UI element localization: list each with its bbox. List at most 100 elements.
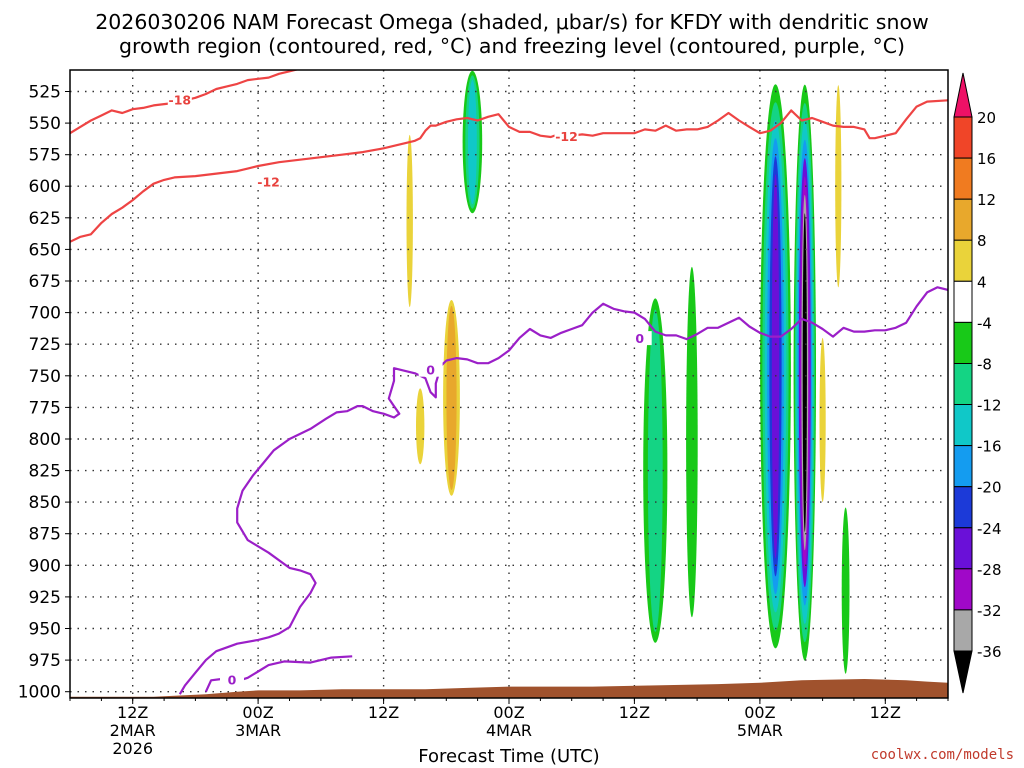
tick-label-y-950: 950 — [29, 620, 61, 640]
omega-cell-6-level-0 — [604, 70, 612, 161]
tick-label-x-1-line-1: 3MAR — [235, 721, 281, 740]
colorbar-legend: 20 16 12 8 4 -4 -8 -12 -16 -20 -24 -28 -32 -36 — [953, 72, 1002, 694]
colorbar-label--32: -32 — [977, 602, 1002, 620]
tick-label-x-1-line-0: 00Z — [242, 703, 273, 722]
omega-cell-13-level-0 — [835, 85, 842, 288]
colorbar-label--16: -16 — [977, 438, 1002, 456]
omega-cell-5-level-3 — [468, 79, 477, 205]
colorbar-label-16: 16 — [977, 150, 996, 168]
colorbar-label--12: -12 — [977, 397, 1002, 415]
colorbar-label-12: 12 — [977, 191, 996, 209]
omega-shading — [389, 70, 883, 680]
tick-label-y-900: 900 — [29, 556, 61, 576]
tick-label-x-3-line-0: 00Z — [493, 703, 524, 722]
tick-label-y-850: 850 — [29, 493, 61, 513]
ground-surface — [70, 679, 948, 698]
colorbar-label--24: -24 — [977, 520, 1002, 538]
omega-cell-14-level-1 — [841, 507, 850, 674]
contour-label-dendritic_minus12-0: -12 — [257, 175, 280, 190]
contours: -18 -12 -12 0 0 0 — [70, 70, 948, 695]
colorbar-label-4: 4 — [977, 273, 987, 291]
contour-freezing_level_0_sfc — [204, 655, 353, 693]
tick-label-x-5-line-1: 5MAR — [737, 721, 783, 740]
y-axis-ticks: 525 550 575 600 625 650 675 700 725 750 775 800 825 8… — [18, 83, 70, 703]
colorbar-segment--28 — [953, 527, 973, 570]
tick-label-y-575: 575 — [29, 146, 61, 166]
colorbar-segment--32 — [953, 568, 973, 611]
colorbar-segment-8 — [953, 198, 973, 241]
contour-label-bg — [418, 362, 443, 377]
tick-label-y-825: 825 — [29, 462, 61, 482]
contour-freezing_level_0 — [178, 286, 948, 695]
tick-label-x-0-line-2: 2026 — [112, 739, 153, 758]
omega-cell-9-level-0 — [743, 148, 752, 288]
contour-label-bg — [554, 129, 579, 143]
contour-label-dendritic_minus18-0: -18 — [169, 92, 192, 107]
colorbar-segment--16 — [953, 404, 973, 447]
tick-label-y-975: 975 — [29, 651, 61, 671]
colorbar-label--4: -4 — [977, 314, 992, 332]
tick-label-y-750: 750 — [29, 367, 61, 387]
contour-dendritic_minus12 — [70, 99, 948, 243]
title-line-2: growth region (contoured, red, °C) and f… — [119, 34, 905, 58]
contour-label-bg — [220, 672, 244, 687]
colorbar-segment--8 — [953, 321, 973, 364]
omega-cell-0-level-1 — [406, 134, 413, 308]
contour-label-freezing_level_0_sfc-0: 0 — [228, 672, 237, 687]
omega-cell-10-level-6 — [771, 174, 780, 559]
tick-label-y-675: 675 — [29, 272, 61, 292]
tick-label-y-775: 775 — [29, 398, 61, 418]
tick-label-x-2-line-0: 12Z — [368, 703, 399, 722]
omega-cell-2-level-1 — [446, 305, 457, 490]
omega-cell-8-level-1 — [686, 266, 698, 618]
tick-label-y-650: 650 — [29, 240, 61, 260]
colorbar-segment--4 — [953, 280, 973, 323]
contour-label-bg — [256, 174, 281, 189]
x-axis-label: Forecast Time (UTC) — [418, 746, 599, 767]
colorbar-label-8: 8 — [977, 232, 987, 250]
contour-label-freezing_level_0-0: 0 — [426, 363, 435, 378]
omega-cell-3-level-0 — [424, 413, 437, 496]
omega-cell-15-level-0 — [873, 217, 883, 427]
colorbar-top-arrow — [953, 72, 973, 118]
colorbar-segment--24 — [953, 486, 973, 529]
contour-label-dendritic_minus12-1: -12 — [555, 129, 578, 144]
colorbar-segment-16 — [953, 116, 973, 159]
tick-label-y-700: 700 — [29, 304, 61, 324]
omega-cell-11-level-8 — [802, 213, 807, 532]
tick-label-y-725: 725 — [29, 335, 61, 355]
colorbar-label--20: -20 — [977, 479, 1002, 497]
tick-label-y-925: 925 — [29, 588, 61, 608]
contour-dendritic_minus18 — [70, 70, 300, 135]
contour-label-bg — [627, 331, 652, 346]
colorbar-label-20: 20 — [977, 109, 996, 127]
tick-label-x-5-line-0: 00Z — [744, 703, 775, 722]
colorbar-segment-12 — [953, 157, 973, 200]
ground-fill — [70, 679, 948, 698]
tick-label-x-3-line-1: 4MAR — [486, 721, 532, 740]
colorbar-segment--12 — [953, 363, 973, 406]
contour-label-bg — [167, 92, 192, 107]
colorbar-segment--20 — [953, 445, 973, 488]
tick-label-y-525: 525 — [29, 83, 61, 103]
colorbar-label--28: -28 — [977, 561, 1002, 579]
tick-label-x-0-line-1: 2MAR — [110, 721, 156, 740]
contour-label-freezing_level_0-1: 0 — [635, 331, 644, 346]
chart-title: 2026030206 NAM Forecast Omega (shaded, μ… — [95, 10, 929, 58]
colorbar-label--36: -36 — [977, 643, 1002, 661]
tick-label-x-0-line-0: 12Z — [117, 703, 148, 722]
tick-label-x-4-line-0: 12Z — [619, 703, 650, 722]
tick-label-y-800: 800 — [29, 430, 61, 450]
credit-text: coolwx.com/models — [871, 747, 1014, 763]
omega-cell-1-level-0 — [416, 388, 425, 465]
colorbar-label--8: -8 — [977, 356, 992, 374]
tick-label-y-625: 625 — [29, 209, 61, 229]
tick-label-y-550: 550 — [29, 114, 61, 134]
colorbar-bottom-arrow — [953, 650, 973, 694]
tick-label-y-600: 600 — [29, 177, 61, 197]
title-line-1: 2026030206 NAM Forecast Omega (shaded, μ… — [95, 10, 929, 34]
tick-label-y-1000: 1000 — [18, 683, 61, 703]
tick-label-x-6-line-0: 12Z — [870, 703, 901, 722]
